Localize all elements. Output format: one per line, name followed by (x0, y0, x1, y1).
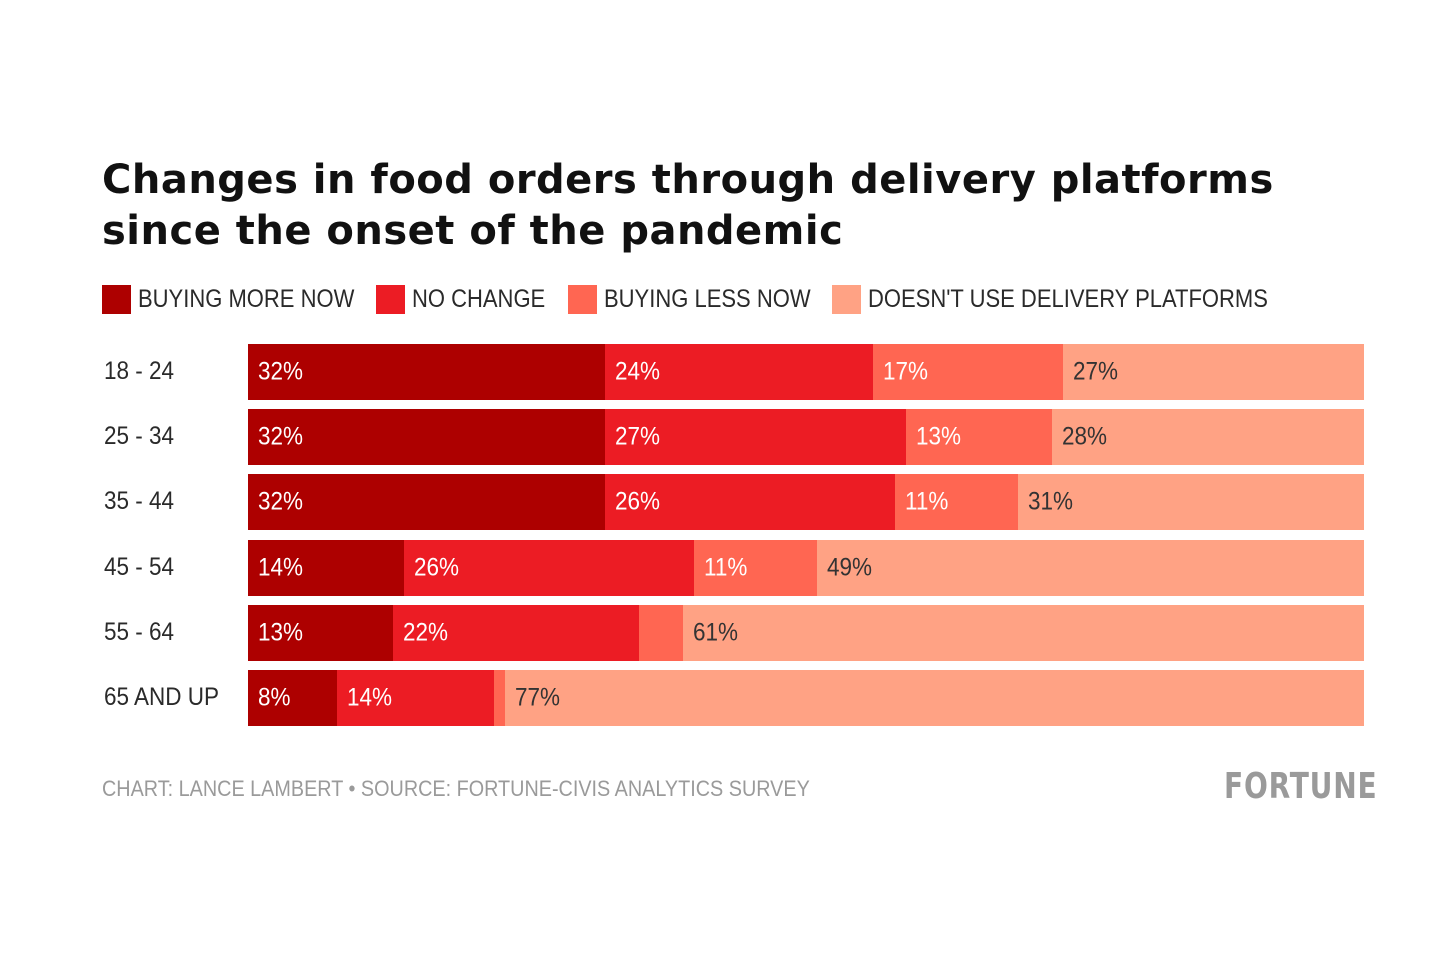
legend-label: DOESN'T USE DELIVERY PLATFORMS (868, 284, 1269, 313)
data-label: 32% (258, 357, 304, 386)
bar-segment: 8% (248, 670, 338, 726)
bar-segment: 49% (817, 539, 1364, 596)
category-label: 35 - 44 (104, 487, 175, 516)
category-label: 65 AND UP (104, 683, 220, 711)
bar-segment: 24% (605, 344, 873, 400)
stacked-bar: 14% 26% 11% 49% (248, 539, 1364, 596)
legend-label: BUYING LESS NOW (603, 284, 811, 313)
bar-segment: 32% (248, 409, 606, 466)
legend-swatch (376, 284, 406, 314)
legend-swatch (102, 284, 131, 314)
bar-segment: 11% (694, 539, 818, 596)
bar-segment: 61% (683, 604, 1364, 661)
bar-segment: 28% (1051, 409, 1364, 466)
legend-label: NO CHANGE (412, 284, 546, 313)
bar-segment: 22% (393, 604, 639, 661)
bar-segment: 17% (872, 344, 1063, 400)
data-label: 24% (615, 357, 661, 386)
data-label: 32% (258, 487, 304, 516)
source-credit: CHART: LANCE LAMBERT • SOURCE: FORTUNE-C… (102, 776, 810, 801)
data-label: 14% (258, 553, 304, 582)
bar-segment: 14% (337, 670, 494, 726)
data-label: 11% (905, 487, 949, 516)
data-label: 49% (827, 553, 873, 582)
stacked-bar: 8% 14% 77% (248, 670, 1364, 726)
bar-segment: 26% (404, 539, 695, 596)
data-label: 13% (916, 422, 962, 451)
bar-segment: 13% (248, 604, 394, 661)
stacked-bar: 32% 27% 13% 28% (248, 409, 1364, 466)
chart-title-line-1: Changes in food orders through delivery … (102, 157, 1274, 203)
category-label: 55 - 64 (104, 617, 175, 646)
category-label: 25 - 34 (104, 422, 175, 451)
legend-item: BUYING LESS NOW (567, 284, 811, 314)
data-label: 28% (1061, 422, 1107, 451)
legend: BUYING MORE NOW NO CHANGE BUYING LESS NOW D… (102, 283, 1291, 315)
bar-segment: 77% (504, 670, 1364, 726)
chart-title-line-2: since the onset of the pandemic (102, 208, 844, 254)
data-label: 77% (514, 683, 560, 712)
stacked-bar: 32% 26% 11% 31% (248, 474, 1364, 531)
bar-segment: 13% (906, 409, 1052, 466)
legend-swatch (567, 284, 597, 314)
legend-swatch (832, 284, 862, 314)
data-label: 31% (1028, 487, 1074, 516)
bar-segment: 26% (605, 474, 896, 531)
data-label: 32% (258, 422, 304, 451)
data-label: 26% (414, 553, 460, 582)
bar-segment: 11% (895, 474, 1019, 531)
data-label: 11% (704, 553, 748, 582)
data-label: 22% (403, 618, 449, 647)
chart-title: Changes in food orders through delivery … (102, 155, 1274, 257)
data-label: 26% (615, 487, 661, 516)
data-label: 61% (693, 618, 739, 647)
legend-item: DOESN'T USE DELIVERY PLATFORMS (832, 284, 1269, 314)
stacked-bar: 32% 24% 17% 27% (248, 344, 1364, 400)
legend-label: BUYING MORE NOW (138, 284, 355, 313)
bar-segment: 31% (1018, 474, 1364, 531)
data-label: 17% (882, 357, 928, 386)
stacked-bar: 13% 22% 61% (248, 604, 1364, 661)
legend-item: BUYING MORE NOW (102, 284, 355, 314)
data-label: 8% (258, 683, 291, 712)
legend-item: NO CHANGE (376, 284, 546, 314)
fortune-logo: FORTUNE (1224, 766, 1378, 807)
data-label: 27% (615, 422, 661, 451)
category-label: 45 - 54 (104, 552, 175, 581)
bar-segment: 27% (1062, 344, 1364, 400)
bar-segment (493, 670, 505, 726)
bar-segment: 32% (248, 344, 606, 400)
bar-segment: 27% (605, 409, 907, 466)
data-label: 14% (347, 683, 393, 712)
category-label: 18 - 24 (104, 357, 175, 385)
data-label: 13% (258, 618, 304, 647)
bar-segment: 14% (248, 539, 405, 596)
bar-segment: 32% (248, 474, 606, 531)
data-label: 27% (1072, 357, 1118, 386)
bar-segment (638, 604, 684, 661)
